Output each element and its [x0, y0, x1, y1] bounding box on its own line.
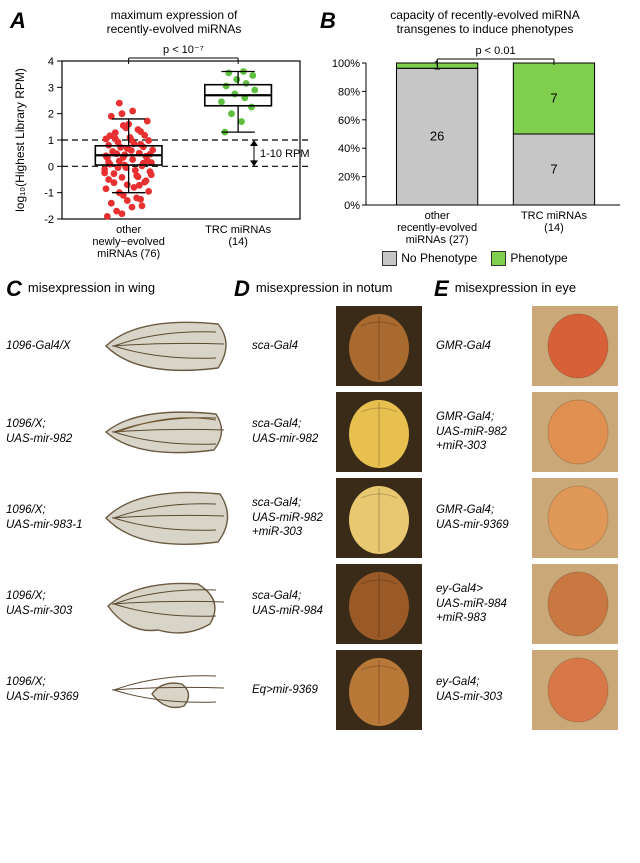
col-e-header: E misexpression in eye: [434, 276, 634, 302]
svg-text:TRC miRNAs: TRC miRNAs: [521, 210, 587, 222]
panel-e-label: E: [434, 276, 449, 302]
legend-no-box: [382, 251, 397, 266]
svg-text:2: 2: [48, 108, 54, 120]
panel-d-header: misexpression in notum: [256, 276, 393, 295]
notum-image: [336, 392, 422, 472]
panel-a-title: maximum expression of recently-evolved m…: [38, 8, 310, 37]
wing-image: [98, 650, 238, 730]
legend-no-text: No Phenotype: [401, 251, 477, 265]
eye-label: ey-Gal4>UAS-miR-984+miR-983: [436, 582, 532, 625]
bottom-area: C misexpression in wing D misexpression …: [0, 270, 640, 740]
svg-text:other: other: [425, 210, 450, 222]
svg-text:40%: 40%: [338, 143, 360, 155]
panel-b: B capacity of recently-evolved miRNA tra…: [320, 8, 630, 266]
panel-a: A maximum expression of recently-evolved…: [10, 8, 310, 266]
notum-label: sca-Gal4;UAS-mir-982: [252, 417, 336, 446]
eye-label: GMR-Gal4;UAS-mir-9369: [436, 503, 532, 532]
panel-a-chart: -2 -1 0 1 2 3 4 log₁₀(Highest Library RPM) p < 1…: [10, 37, 310, 265]
notum-image: [336, 564, 422, 644]
panel-a-title-2: recently-evolved miRNAs: [107, 22, 242, 36]
wing-image: [98, 564, 238, 644]
top-row: A maximum expression of recently-evolved…: [0, 0, 640, 270]
image-rows: 1096-Gal4/X sca-Gal4 GMR-Gal4 1096/X;UAS…: [6, 306, 634, 730]
svg-text:-2: -2: [44, 214, 54, 226]
image-row: 1096/X;UAS-mir-303 sca-Gal4;UAS-miR-984 …: [6, 564, 634, 644]
svg-text:60%: 60%: [338, 115, 360, 127]
panel-b-legend: No Phenotype Phenotype: [320, 251, 630, 266]
col-d-header: D misexpression in notum: [234, 276, 434, 302]
svg-text:p < 10⁻⁷: p < 10⁻⁷: [163, 44, 204, 56]
panel-b-title: capacity of recently-evolved miRNA trans…: [340, 8, 630, 37]
eye-image: [532, 306, 618, 386]
svg-text:newly−evolved: newly−evolved: [92, 236, 164, 248]
panel-e-header: misexpression in eye: [455, 276, 576, 295]
panel-c-label: C: [6, 276, 22, 302]
col-headers: C misexpression in wing D misexpression …: [6, 276, 634, 302]
panel-b-chart: 0%20%40%60%80%100%26177p < 0.01otherrece…: [320, 37, 630, 247]
svg-text:20%: 20%: [338, 171, 360, 183]
eye-image: [532, 478, 618, 558]
panel-d-label: D: [234, 276, 250, 302]
svg-text:7: 7: [550, 90, 557, 105]
wing-label: 1096/X;UAS-mir-982: [6, 417, 98, 446]
panel-c-header: misexpression in wing: [28, 276, 155, 295]
svg-text:26: 26: [430, 128, 444, 143]
svg-text:(14): (14): [228, 236, 248, 248]
image-row: 1096-Gal4/X sca-Gal4 GMR-Gal4: [6, 306, 634, 386]
svg-text:-1: -1: [44, 187, 54, 199]
svg-text:4: 4: [48, 56, 54, 68]
notum-label: sca-Gal4: [252, 339, 336, 353]
legend-yes-text: Phenotype: [510, 251, 567, 265]
image-row: 1096/X;UAS-mir-983-1 sca-Gal4;UAS-miR-98…: [6, 478, 634, 558]
wing-label: 1096/X;UAS-mir-983-1: [6, 503, 98, 532]
svg-text:p < 0.01: p < 0.01: [476, 45, 516, 57]
wing-label: 1096/X;UAS-mir-303: [6, 589, 98, 618]
legend-yes: Phenotype: [491, 251, 567, 266]
panel-b-title-2: transgenes to induce phenotypes: [397, 22, 574, 36]
svg-text:3: 3: [48, 82, 54, 94]
svg-text:(14): (14): [544, 222, 564, 234]
wing-label: 1096/X;UAS-mir-9369: [6, 675, 98, 704]
svg-text:80%: 80%: [338, 86, 360, 98]
panel-b-title-1: capacity of recently-evolved miRNA: [390, 8, 579, 22]
svg-text:miRNAs (27): miRNAs (27): [406, 234, 469, 246]
legend-no: No Phenotype: [382, 251, 477, 266]
wing-image: [98, 392, 238, 472]
svg-text:other: other: [116, 224, 141, 236]
panel-a-label: A: [10, 8, 26, 34]
panel-b-label: B: [320, 8, 336, 34]
notum-image: [336, 650, 422, 730]
svg-text:1: 1: [48, 135, 54, 147]
eye-image: [532, 650, 618, 730]
svg-text:TRC miRNAs: TRC miRNAs: [205, 224, 271, 236]
svg-text:0: 0: [48, 161, 54, 173]
eye-image: [532, 564, 618, 644]
image-row: 1096/X;UAS-mir-9369 Eq>mir-9369 ey-Gal4;…: [6, 650, 634, 730]
wing-image: [98, 306, 238, 386]
notum-label: sca-Gal4;UAS-miR-982+miR-303: [252, 496, 336, 539]
legend-yes-box: [491, 251, 506, 266]
wing-label: 1096-Gal4/X: [6, 339, 98, 353]
eye-label: GMR-Gal4;UAS-miR-982+miR-303: [436, 410, 532, 453]
eye-label: ey-Gal4;UAS-mir-303: [436, 675, 532, 704]
svg-text:0%: 0%: [344, 200, 360, 212]
svg-text:miRNAs (76): miRNAs (76): [97, 248, 160, 260]
eye-image: [532, 392, 618, 472]
image-row: 1096/X;UAS-mir-982 sca-Gal4;UAS-mir-982 …: [6, 392, 634, 472]
figure: A maximum expression of recently-evolved…: [0, 0, 640, 740]
svg-text:100%: 100%: [332, 58, 360, 70]
svg-text:7: 7: [550, 161, 557, 176]
eye-label: GMR-Gal4: [436, 339, 532, 353]
svg-text:1-10 RPM: 1-10 RPM: [260, 148, 310, 160]
notum-image: [336, 306, 422, 386]
col-c-header: C misexpression in wing: [6, 276, 234, 302]
svg-text:log₁₀(Highest Library RPM): log₁₀(Highest Library RPM): [13, 68, 27, 212]
notum-label: Eq>mir-9369: [252, 683, 336, 697]
panel-a-title-1: maximum expression of: [111, 8, 238, 22]
svg-text:recently-evolved: recently-evolved: [397, 222, 477, 234]
wing-image: [98, 478, 238, 558]
notum-label: sca-Gal4;UAS-miR-984: [252, 589, 336, 618]
notum-image: [336, 478, 422, 558]
